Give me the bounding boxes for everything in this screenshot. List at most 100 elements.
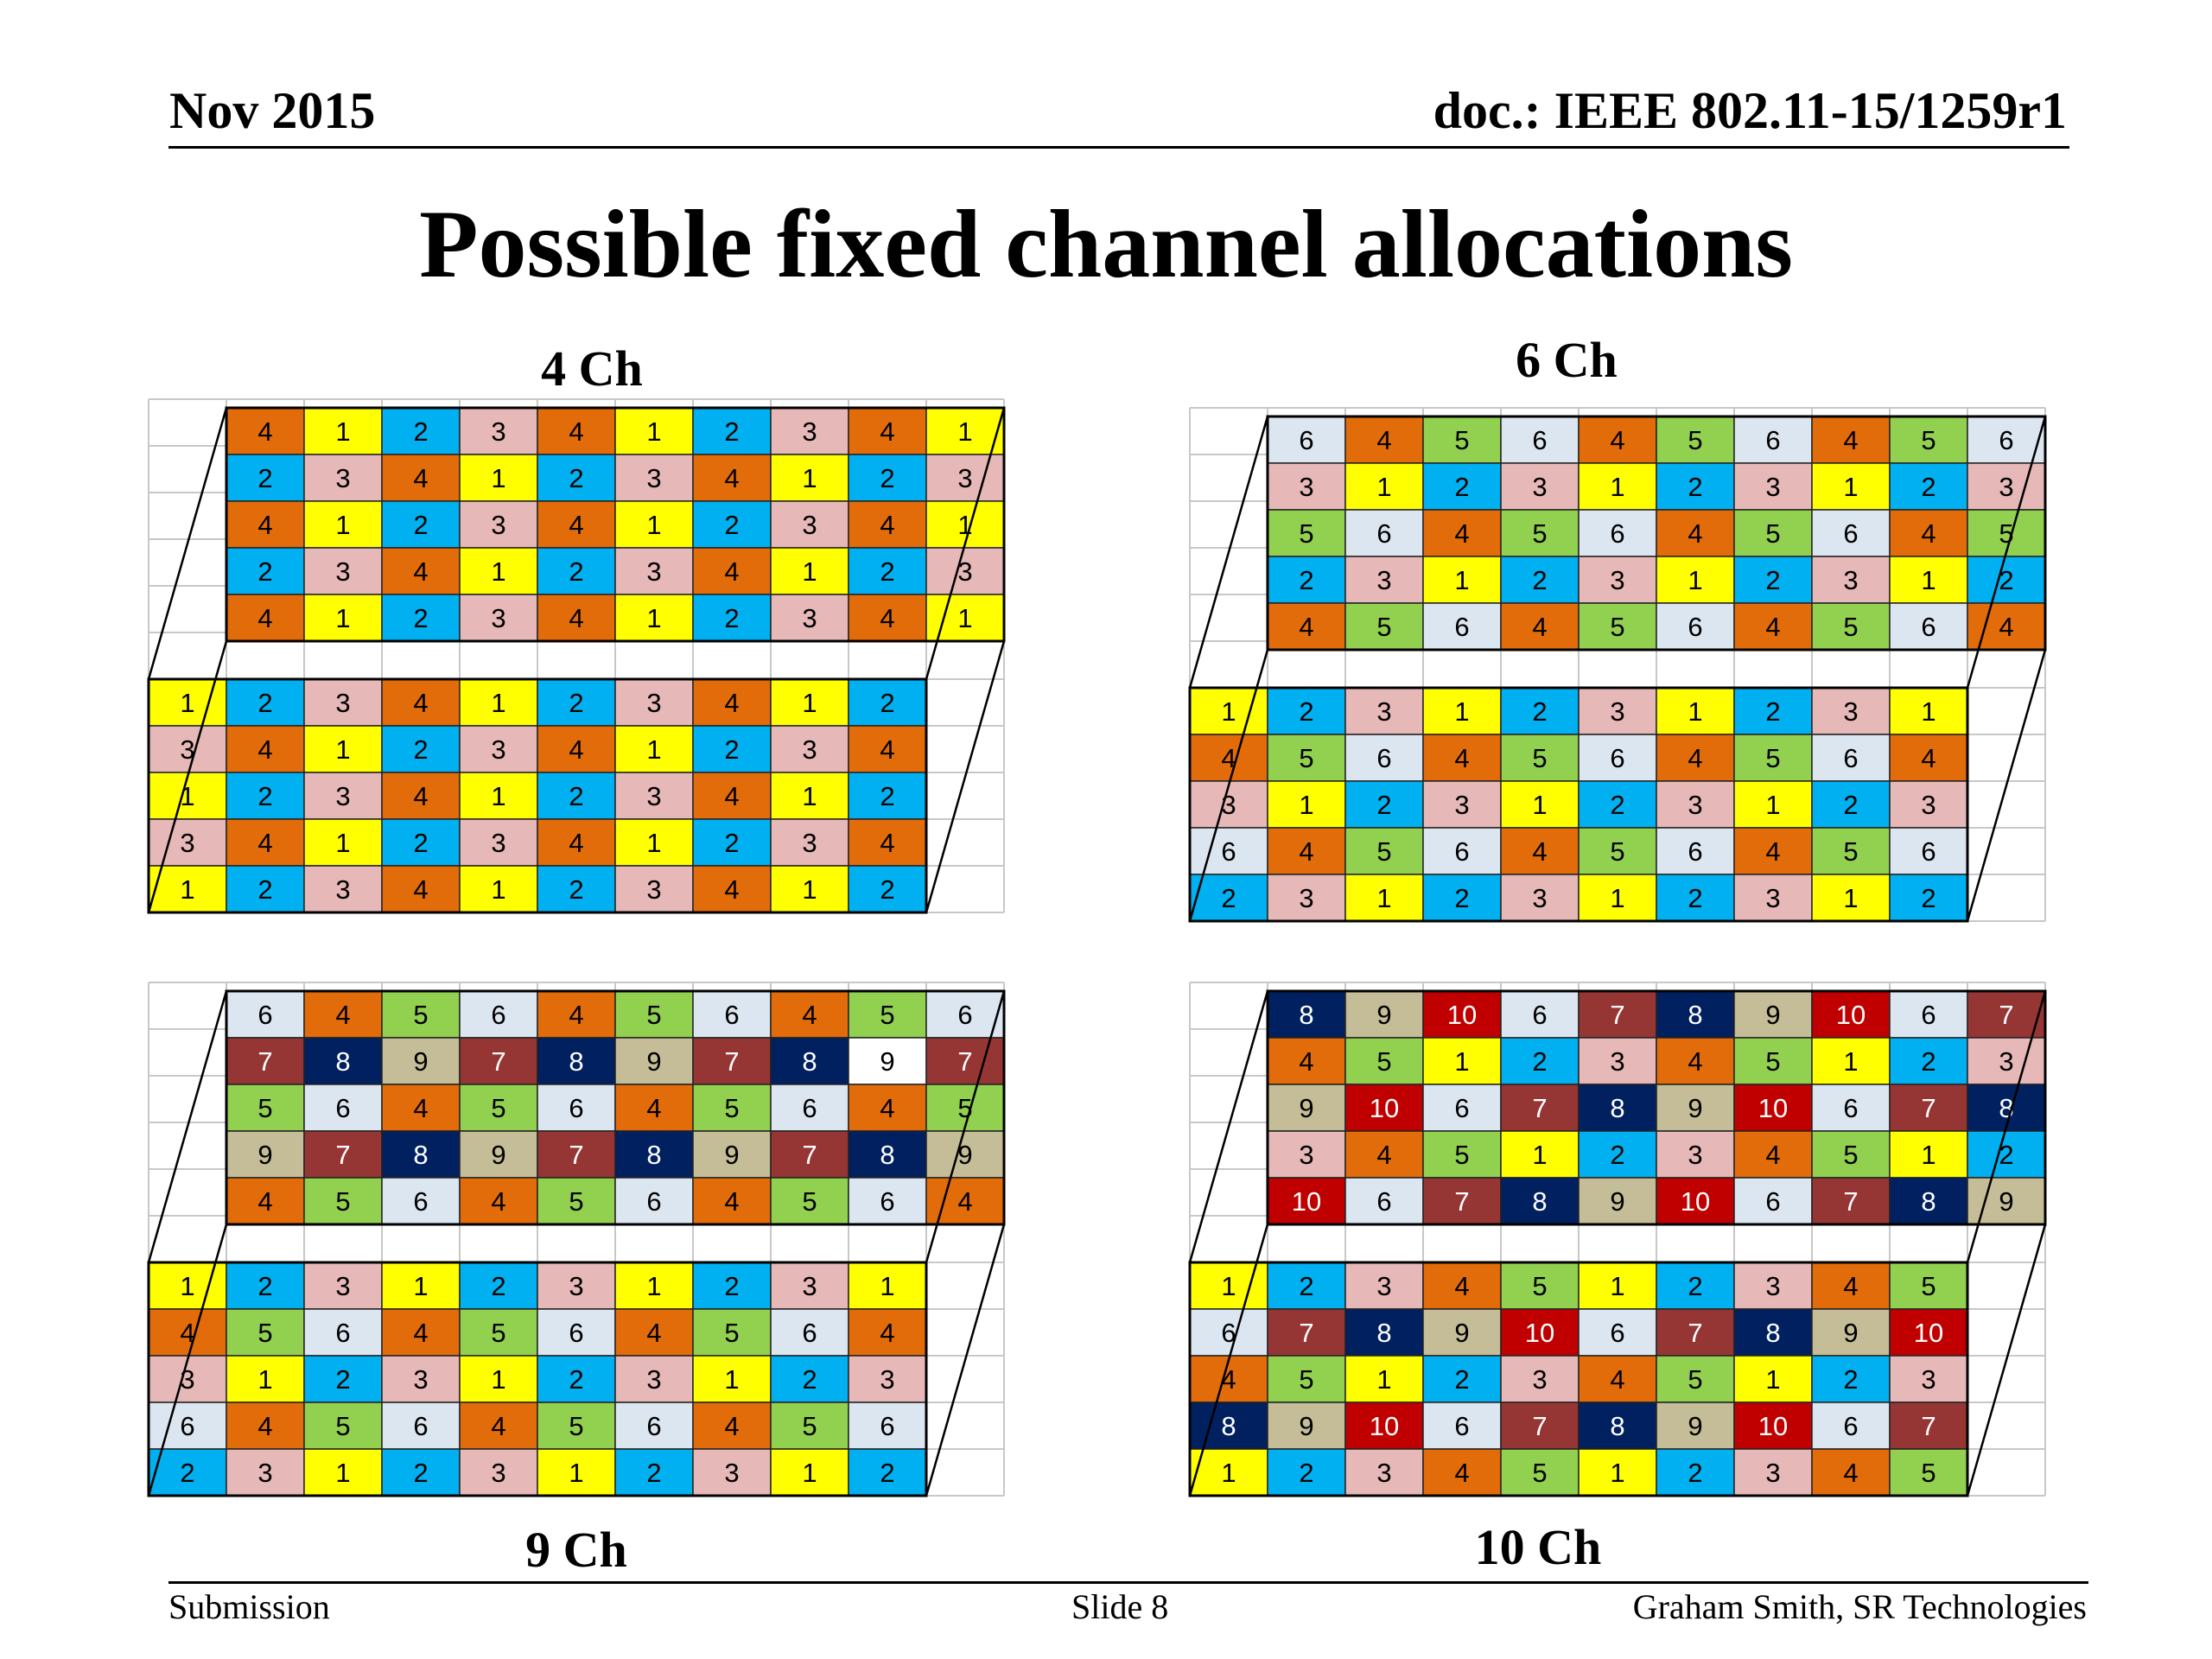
channel-label: 6: [491, 1000, 505, 1030]
channel-cell: [1500, 1308, 1580, 1357]
channel-label: 4: [724, 1411, 739, 1441]
channel-label: 2: [1921, 472, 1936, 502]
channel-cell: [1889, 602, 1968, 651]
channel-cell: [1578, 509, 1657, 557]
channel-cell: [848, 725, 927, 773]
channel-label: 3: [957, 556, 972, 587]
channel-label: 4: [724, 463, 739, 493]
channel-cell: [1422, 1448, 1502, 1497]
channel-cell: [381, 865, 461, 913]
channel-label: 10: [1836, 1000, 1866, 1030]
perspective-line: [1966, 416, 2047, 689]
channel-cell: [770, 772, 849, 820]
channel-cell: [537, 454, 616, 502]
channel-label: 1: [335, 1458, 350, 1488]
channel-cell: [1344, 556, 1424, 604]
allocation-grid-9ch: 1 2 3 1 2 3 1 2 3 14 5 6 4 5 6 4 5 6 43 1 2 3 1 2 3 1 2 36 4 5 6 4 5 6 4 5 6…: [147, 982, 1006, 1497]
channel-label: 5: [1921, 1271, 1936, 1301]
channel-cell: [1422, 1130, 1502, 1179]
channel-label: 6: [569, 1318, 583, 1348]
channel-cell: [537, 1262, 616, 1310]
channel-label: 1: [802, 463, 817, 493]
channel-label: 5: [1454, 1140, 1469, 1170]
channel-label: 4: [802, 1000, 817, 1030]
channel-label: 2: [1376, 790, 1391, 820]
channel-label: 4: [257, 603, 272, 633]
channel-label: 6: [1454, 836, 1469, 867]
channel-label: 2: [569, 463, 583, 493]
channel-label: 5: [880, 1000, 894, 1030]
channel-cell: [1578, 1355, 1657, 1403]
channel-cell: [459, 407, 538, 455]
channel-label: 2: [1299, 1458, 1313, 1488]
channel-cell: [1656, 1037, 1735, 1085]
channel-cell: [848, 1084, 927, 1132]
channel-cell: [692, 500, 772, 549]
channel-label: 3: [491, 828, 505, 858]
channel-label: 3: [1999, 1046, 2013, 1077]
channel-label: 6: [1376, 1186, 1391, 1217]
channel-cell: [1578, 1084, 1657, 1132]
channel-label: 2: [646, 1458, 661, 1488]
channel-label: 1: [802, 688, 817, 718]
channel-label: 6: [646, 1411, 661, 1441]
channel-label: 1: [335, 734, 350, 765]
channel-cell: [1811, 416, 1891, 464]
channel-label: 3: [802, 510, 817, 540]
footer-slide-number: Slide 8: [1071, 1587, 1169, 1626]
header-rule: [168, 146, 2069, 149]
channel-cell: [226, 1355, 305, 1403]
channel-label: 4: [1532, 836, 1547, 867]
channel-label: 7: [569, 1140, 583, 1170]
channel-cell: [1811, 827, 1891, 875]
channel-cell: [1578, 734, 1657, 782]
channel-label: 3: [491, 734, 505, 765]
channel-label: 1: [335, 510, 350, 540]
channel-cell: [692, 678, 772, 727]
allocation-grid-10ch: 1 2 3 4 5 1 2 3 4 5 6 7 8 9 10 6 7 8 9 10 4 5 1 2 3 4 5 1 2 3 8 9 10 6 7 8 9…: [1188, 982, 2047, 1497]
channel-label: 2: [880, 1458, 894, 1488]
allocation-grid-6ch: 1 2 3 1 2 3 1 2 3 14 5 6 4 5 6 4 5 6 43 1 2 3 1 2 3 1 2 36 4 5 6 4 5 6 4 5 6…: [1188, 407, 2047, 923]
channel-label: 1: [1843, 883, 1858, 913]
channel-label: 4: [957, 1186, 972, 1217]
channel-cell: [770, 678, 849, 727]
channel-label: 1: [1921, 696, 1936, 727]
channel-cell: [1811, 1084, 1891, 1132]
channel-label: 6: [1532, 425, 1547, 455]
channel-cell: [459, 1355, 538, 1403]
channel-label: 1: [1921, 565, 1936, 595]
channel-label: 4: [646, 1093, 661, 1123]
upper-block: 6 4 5 6 4 5 6 4 5 6 3 1 2 3 1 2 3 1 2 3 5 6 4 5 6 4 5 6 4 5 2 3 1 2 3 1 2 3 1 2…: [1266, 415, 2047, 652]
channel-label: 10: [1758, 1411, 1788, 1441]
channel-label: 5: [1843, 836, 1858, 867]
channel-cell: [1733, 780, 1813, 829]
channel-label: 3: [1532, 883, 1547, 913]
channel-cell: [1500, 1177, 1580, 1225]
channel-label: 3: [257, 1458, 272, 1488]
channel-label: 8: [880, 1140, 894, 1170]
channel-cell: [1656, 1130, 1735, 1179]
perspective-line: [925, 640, 1006, 913]
channel-label: 5: [1299, 518, 1313, 549]
channel-cell: [1656, 874, 1735, 922]
channel-label: 3: [335, 1271, 350, 1301]
channel-label: 3: [880, 1364, 894, 1395]
channel-cell: [459, 772, 538, 820]
channel-label: 4: [724, 1186, 739, 1217]
channel-label: 1: [1376, 883, 1391, 913]
channel-label: 3: [1299, 1140, 1313, 1170]
perspective-line: [147, 640, 228, 913]
channel-label: 4: [880, 510, 894, 540]
channel-label: 3: [1921, 1364, 1936, 1395]
channel-cell: [1422, 874, 1502, 922]
channel-label: 2: [1688, 1271, 1702, 1301]
channel-cell: [226, 1448, 305, 1497]
channel-label: 5: [1532, 1271, 1547, 1301]
channel-label: 1: [1454, 696, 1469, 727]
channel-cell: [692, 1355, 772, 1403]
channel-label: 4: [257, 416, 272, 447]
channel-label: 4: [724, 556, 739, 587]
channel-label: 1: [491, 556, 505, 587]
channel-cell: [1967, 1130, 2046, 1179]
channel-label: 7: [1532, 1411, 1547, 1441]
